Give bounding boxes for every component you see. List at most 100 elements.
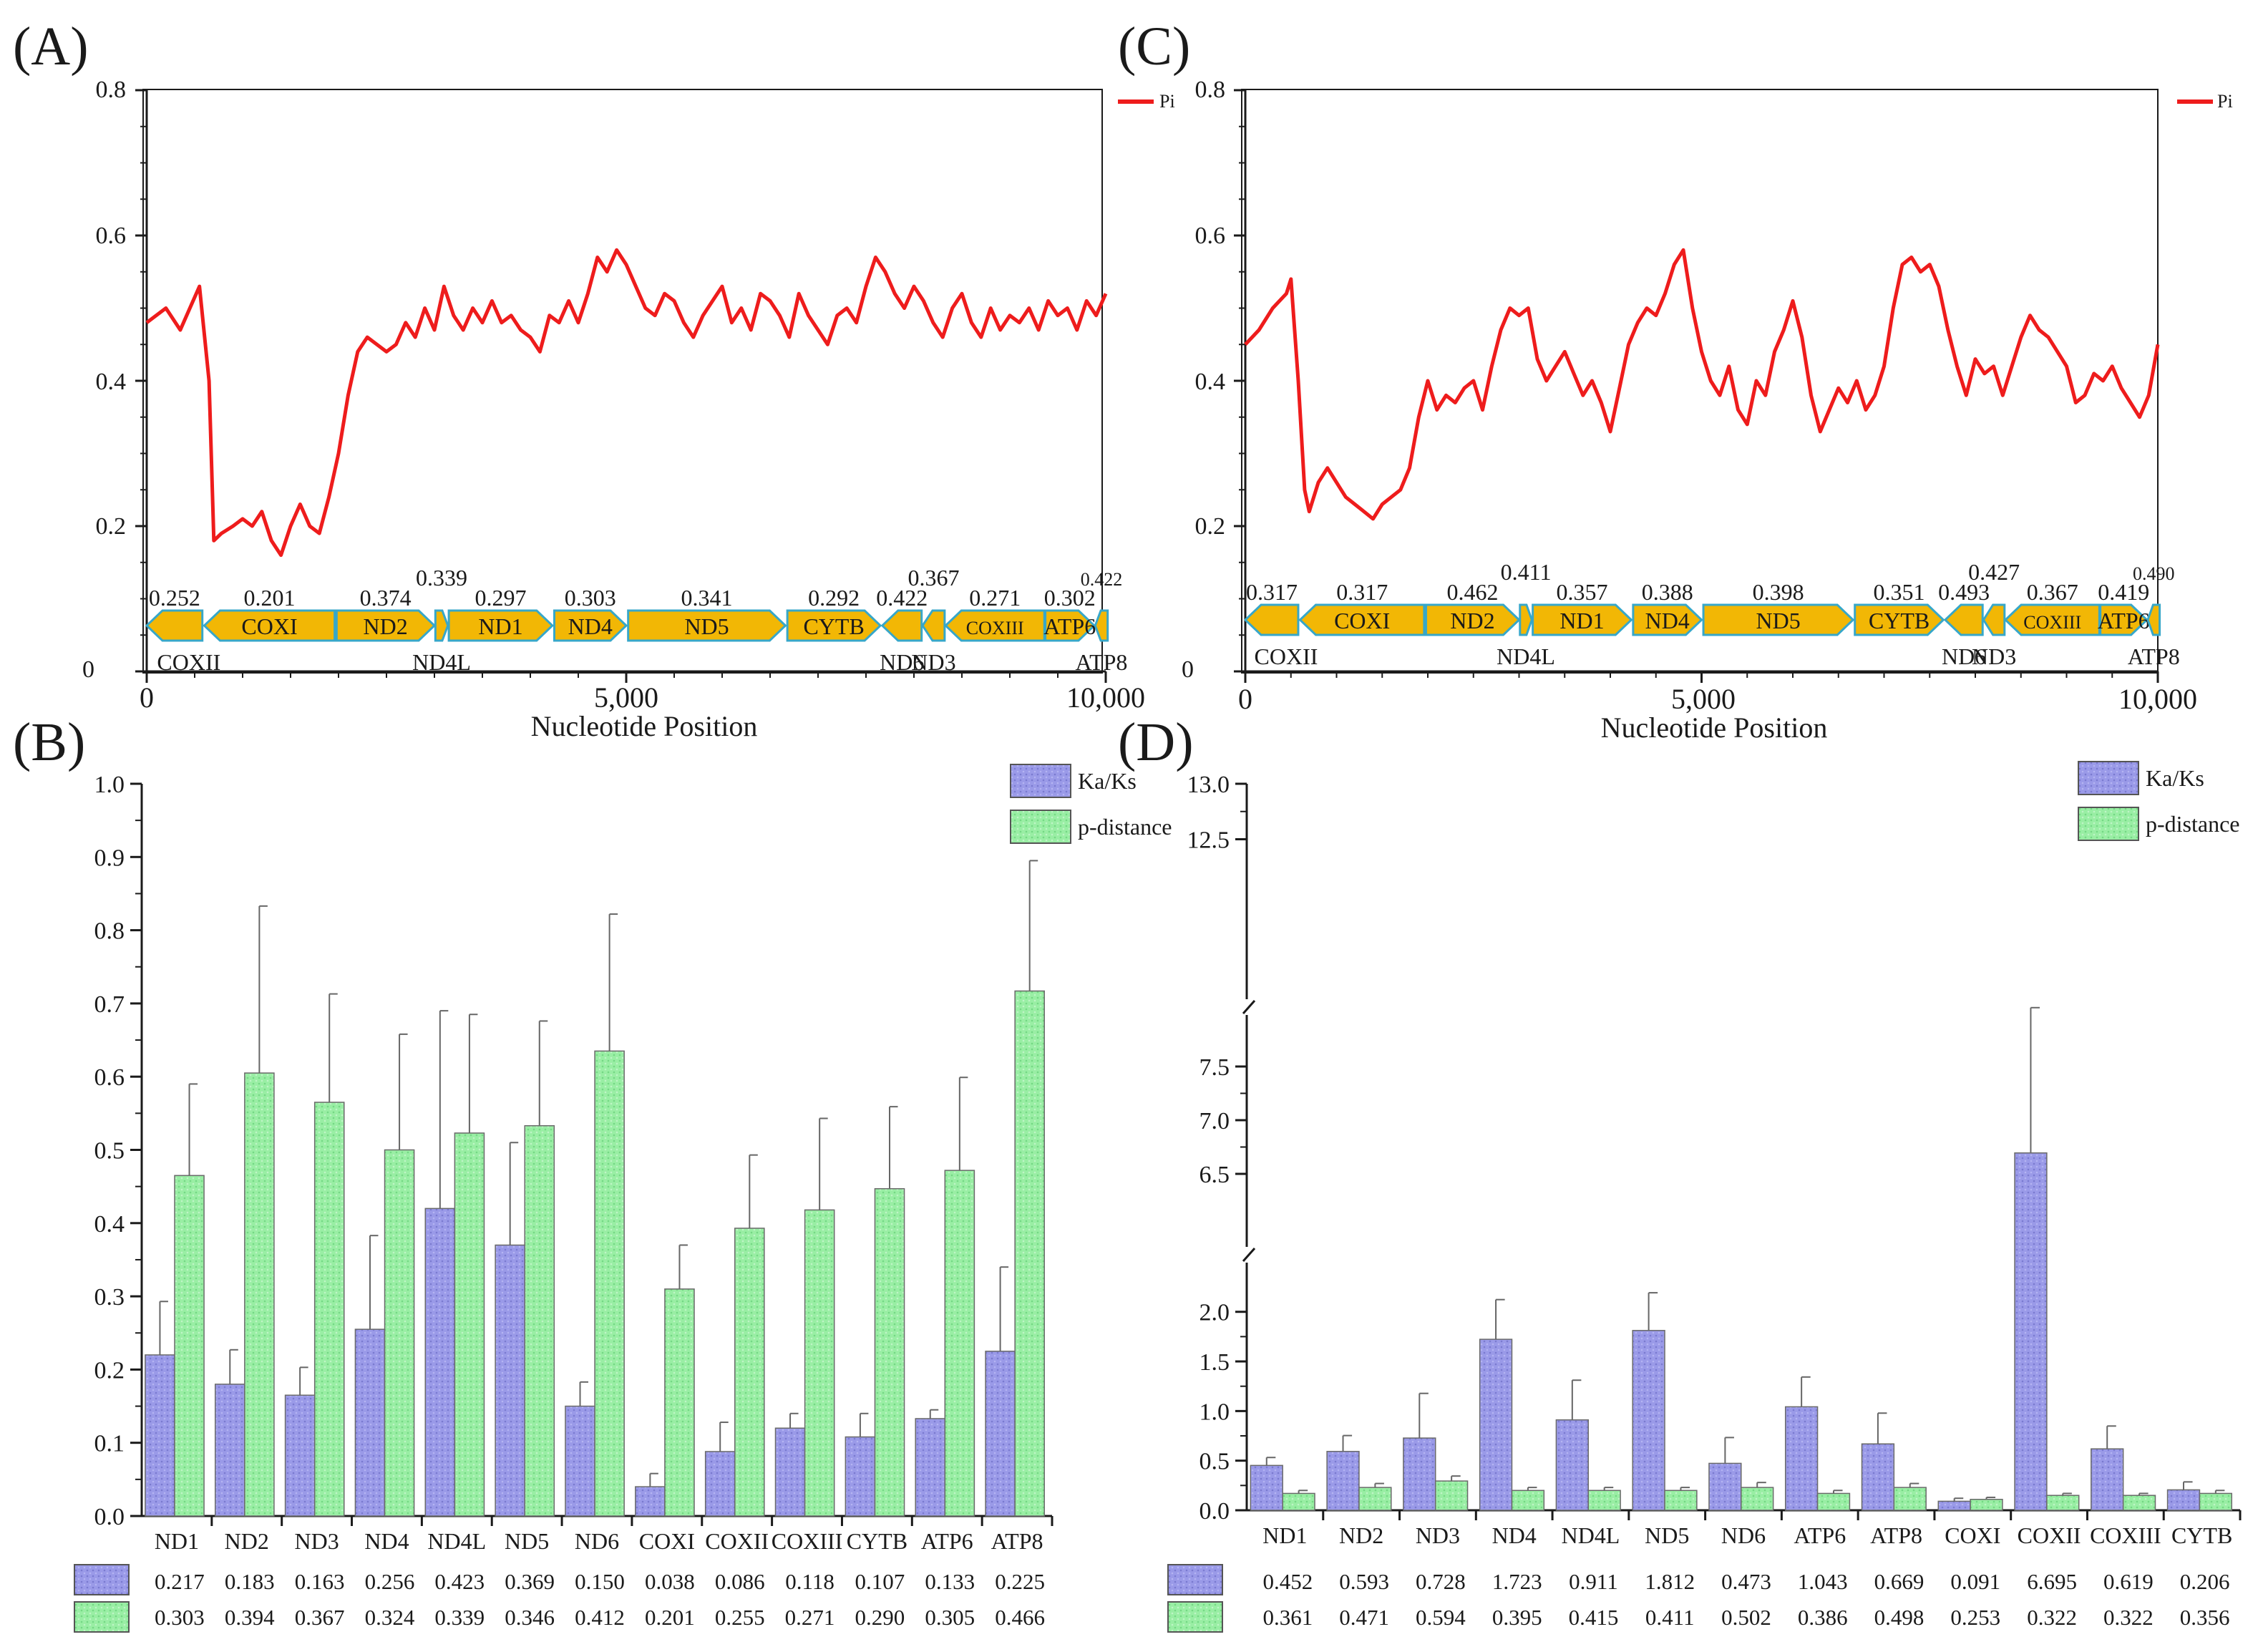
panel-label-d: (D) [1118,712,1194,772]
pdistance-table-value: 0.411 [1645,1605,1695,1630]
category-label: ND5 [505,1528,549,1554]
panel-c-ytick: 0.8 [1195,77,1226,103]
panel-d-y-tick-label: 6.5 [1200,1162,1230,1188]
pi-series-line [145,248,1108,558]
pdistance-table-value: 0.290 [855,1605,905,1630]
category-label: COXII [705,1528,769,1554]
gene-label: ATP8 [1076,649,1128,675]
panel-c-ytick: 0.2 [1195,513,1226,540]
kaks-bar-atp8 [985,1351,1016,1517]
gene-label: ND4L [1497,643,1555,669]
gene-pi-value: 0.351 [1874,579,1925,605]
pdistance-bar-nd2 [244,1072,275,1517]
panel-b-table-swatch-pdist [74,1601,130,1633]
pdistance-bar-cytb [874,1187,905,1517]
pdistance-bar-coxii [2046,1495,2080,1511]
gene-pi-value: 0.374 [360,585,412,611]
panel-c-ytick: 0.4 [1195,369,1226,395]
category-label: ND4 [364,1528,409,1554]
gene-pi-value: 0.317 [1246,579,1298,605]
pdistance-table-value: 0.361 [1263,1605,1313,1630]
category-label: ND4L [427,1528,486,1554]
gene-pi-value: 0.271 [969,585,1021,611]
panel-a-xlabel: Nucleotide Position [531,710,758,742]
kaks-bar-nd5 [1632,1330,1665,1511]
gene-nd2 [1424,603,1521,636]
panel-a-axes [135,89,1107,683]
kaks-table-value: 0.369 [505,1569,555,1594]
kaks-table-value: 0.206 [2180,1569,2230,1594]
panel-a-xtick: 5,000 [594,681,658,714]
kaks-bar-atp6 [915,1418,946,1517]
panel-b-y-tick-label: 0.8 [94,918,125,945]
gene-label: COXII [157,649,220,675]
kaks-table-value: 0.593 [1339,1569,1389,1594]
gene-nd5 [627,609,787,642]
pdistance-bar-nd4l [1587,1490,1621,1511]
gene-label: ATP6 [1043,613,1096,639]
pdistance-bar-atp6 [1816,1492,1851,1511]
pdistance-bar-nd6 [1741,1487,1774,1511]
category-label: ND6 [1721,1522,1766,1548]
panel-b-bar-chart: 0.0 0.1 0.2 0.3 0.4 0.5 0.6 0.7 0.8 0.9 1.0 ND1 0.2… [74,764,1172,1633]
kaks-table-value: 0.669 [1874,1569,1924,1594]
pdistance-table-value: 0.322 [2027,1605,2077,1630]
panel-c-pi-plot: 0 0.2 0.4 0.6 0.8 0 5,000 10,000 Nucleot… [1182,77,2233,744]
gene-pi-value: 0.292 [808,585,860,611]
pdistance-table-value: 0.324 [365,1605,415,1630]
panel-d-y-tick-label: 7.0 [1200,1108,1230,1134]
category-label: ATP8 [1870,1522,1922,1548]
gene-label: COXI [241,613,297,639]
panel-a-xtick: 10,000 [1066,681,1145,714]
category-label: CYTB [847,1528,907,1554]
category-label: ATP6 [1794,1522,1846,1548]
panel-d-y-tick-label: 7.5 [1200,1054,1230,1081]
gene-nd4l [434,609,449,642]
gene-coxii [1243,603,1300,636]
gene-pi-value: 0.367 [2027,579,2078,605]
category-label: ND4L [1562,1522,1620,1548]
kaks-table-value: 0.423 [434,1569,485,1594]
category-label: ND1 [155,1528,199,1554]
panel-c-legend-label: Pi [2217,91,2233,112]
gene-pi-value: 0.411 [1501,559,1552,585]
kaks-table-value: 0.911 [1569,1569,1618,1594]
gene-pi-value: 0.302 [1044,585,1096,611]
kaks-bar-nd4l [1555,1419,1590,1511]
panel-c-ytick: 0 [1182,656,1194,683]
panel-d-legend-pdist: p-distance [2146,811,2240,837]
category-label: ND4 [1492,1522,1537,1548]
kaks-bar-nd6 [1708,1462,1742,1511]
pdistance-bar-nd5 [524,1124,555,1517]
panel-d-y-tick-label: 0.0 [1200,1498,1230,1525]
pdistance-bar-nd3 [1434,1480,1469,1511]
axis-break-mark [1242,1248,1256,1262]
category-label: COXIII [772,1528,843,1554]
gene-cytb [1854,603,1945,636]
gene-pi-value: 0.252 [149,585,200,611]
panel-b-y-tick-label: 0.5 [94,1138,125,1165]
gene-coxii [145,609,204,642]
category-label: ND3 [295,1528,339,1554]
panel-d-table-swatch-kaks [1167,1564,1223,1595]
kaks-table-value: 0.086 [715,1569,765,1594]
kaks-bar-atp6 [1784,1406,1819,1511]
kaks-table-value: 0.452 [1263,1569,1313,1594]
kaks-table-value: 1.043 [1798,1569,1848,1594]
panel-label-b: (B) [13,712,85,772]
pdistance-table-value: 0.498 [1874,1605,1924,1630]
pdistance-table-value: 0.356 [2180,1605,2230,1630]
axis-break-mark [1242,1000,1256,1014]
pdistance-bar-nd6 [594,1050,625,1517]
gene-nd6 [880,609,923,642]
kaks-bar-nd1 [1250,1464,1283,1511]
category-label: ND2 [1339,1522,1383,1548]
gene-label: COXIII [966,618,1024,638]
kaks-table-value: 0.038 [645,1569,695,1594]
panel-d-table-swatch-pdist [1167,1601,1223,1633]
gene-label: CYTB [803,613,864,639]
category-label: CYTB [2171,1522,2232,1548]
gene-pi-value: 0.388 [1642,579,1693,605]
kaks-table-value: 0.107 [855,1569,905,1594]
pdistance-table-value: 0.395 [1492,1605,1542,1630]
